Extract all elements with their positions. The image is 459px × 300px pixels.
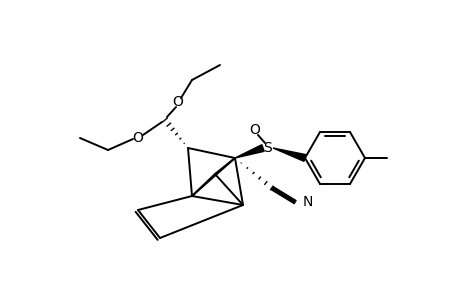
Polygon shape (272, 148, 305, 161)
Text: O: O (132, 131, 143, 145)
Text: S: S (263, 141, 272, 155)
Text: N: N (302, 195, 313, 209)
Text: O: O (249, 123, 260, 137)
Polygon shape (235, 145, 263, 158)
Text: O: O (172, 95, 183, 109)
